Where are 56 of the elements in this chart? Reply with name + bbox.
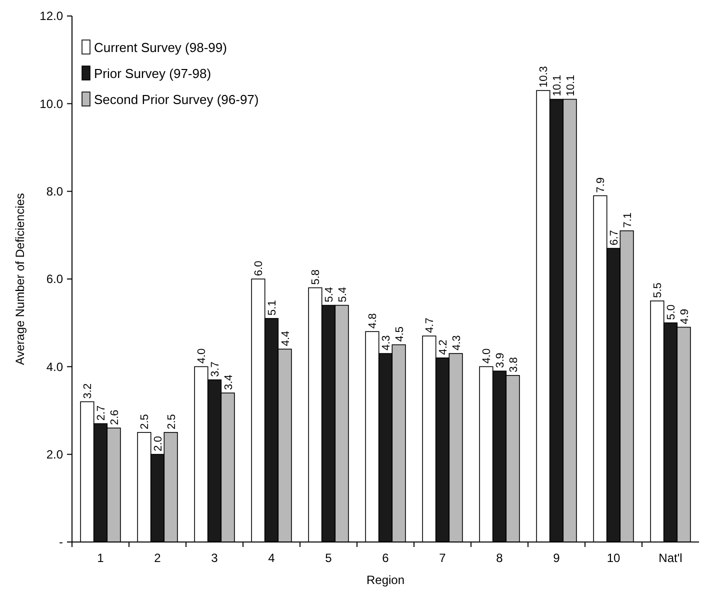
data-label: 2.5 [139,414,152,430]
y-tick-label: 6.0 [46,272,64,286]
x-axis-title: Region [366,573,405,587]
x-tick-label: 1 [97,551,104,565]
data-label: 5.4 [324,287,336,302]
data-label: 5.5 [652,282,664,298]
data-label: 4.5 [394,326,406,342]
data-label: 4.2 [438,340,450,355]
x-tick-label: 5 [325,551,332,565]
data-label: 3.9 [494,352,506,368]
data-label: 4.0 [196,348,208,364]
data-label: 5.4 [336,287,349,302]
data-label: 4.3 [380,335,392,351]
data-label: 3.7 [210,362,222,377]
data-label: 7.9 [595,177,608,193]
x-tick-label: Nat'l [658,551,682,565]
data-label: 3.4 [222,374,235,390]
legend-label: Second Prior Survey (96-97) [94,92,259,107]
data-label: 4.0 [481,348,494,364]
data-label: 5.8 [310,269,322,285]
data-label: 6.7 [608,230,620,246]
y-axis-title: Average Number of Deficiencies [13,193,27,365]
data-label: 10.1 [564,74,577,96]
data-label: 4.8 [367,313,380,329]
y-tick-label: 8.0 [46,184,64,199]
data-label: 2.7 [96,405,108,421]
y-tick-label: - [59,535,63,550]
x-tick-label: 8 [496,551,504,565]
data-label: 10.1 [552,74,564,96]
x-tick-label: 10 [606,551,620,565]
x-tick-label: 9 [553,551,560,565]
y-tick-label: 2.0 [46,448,64,462]
data-label: 2.0 [152,436,164,452]
data-label: 3.8 [508,357,520,372]
data-label: 2.6 [108,410,121,426]
y-tick-label: 10.0 [40,96,64,111]
data-label: 6.0 [253,260,266,276]
x-tick-label: 3 [211,551,218,565]
data-label: 2.5 [166,414,178,430]
x-tick-label: 4 [268,551,276,565]
data-label: 5.0 [666,304,678,320]
data-label: 7.1 [622,212,634,228]
x-tick-label: 2 [154,551,162,565]
y-tick-label: 4.0 [46,360,64,374]
data-label: 3.2 [82,383,94,399]
data-label: 4.3 [450,335,463,351]
legend-label: Prior Survey (97-98) [94,66,212,81]
x-tick-label: 6 [382,551,390,565]
x-tick-label: 7 [439,551,446,565]
data-label: 4.7 [424,318,436,333]
data-label: 5.1 [266,300,278,316]
y-tick-label: 12.0 [40,9,64,24]
data-label: 4.9 [678,308,691,324]
data-label: 4.4 [280,330,292,346]
data-label: 10.3 [538,66,550,88]
legend-label: Current Survey (98-99) [94,40,227,55]
